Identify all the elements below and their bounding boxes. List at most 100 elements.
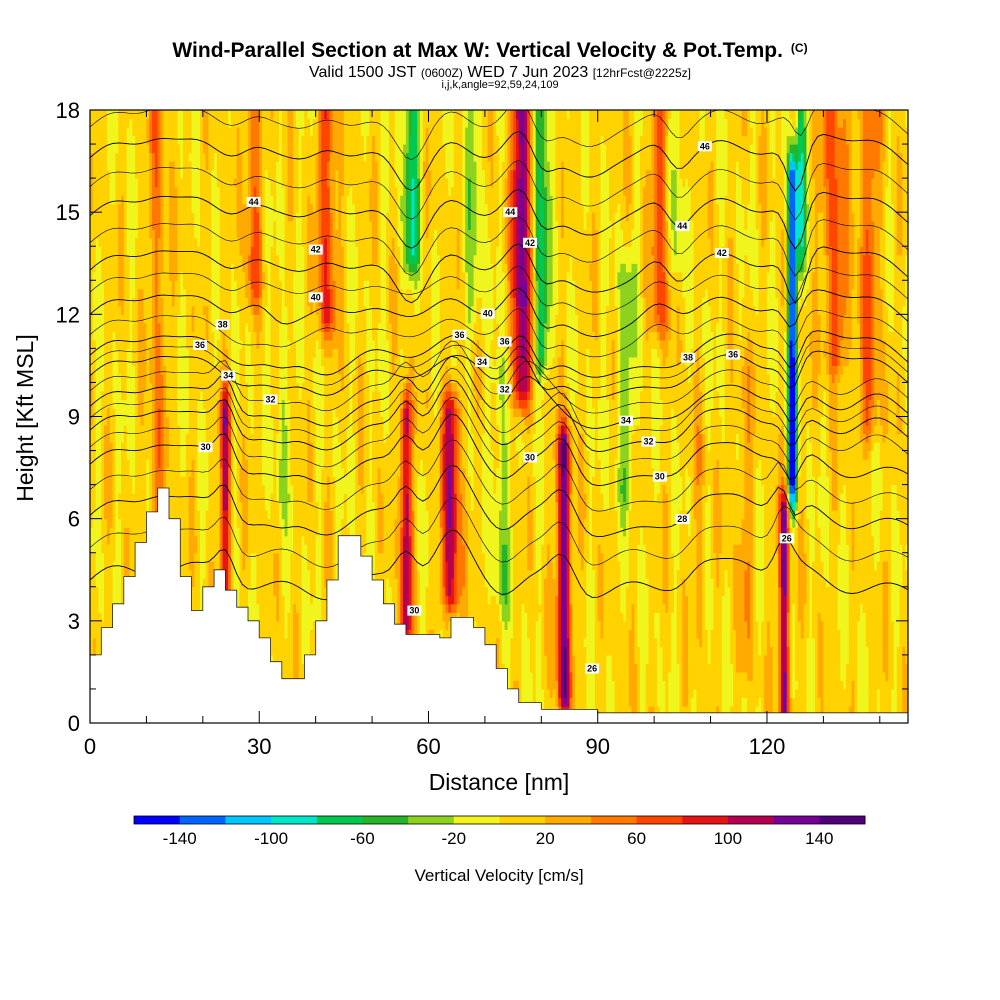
heat-cell — [140, 484, 145, 494]
heat-cell — [135, 356, 139, 367]
heat-cell — [109, 407, 114, 418]
heat-cell — [98, 127, 102, 137]
heat-cell — [118, 450, 122, 460]
heat-cell — [109, 433, 114, 443]
heat-cell — [90, 442, 94, 452]
heat-cell — [157, 195, 162, 205]
heat-cell — [123, 382, 128, 392]
heat-cell — [90, 288, 94, 298]
heat-cell — [171, 348, 176, 358]
heat-cell — [143, 288, 148, 298]
heat-cell — [183, 331, 187, 341]
heat-cell — [101, 612, 105, 622]
heat-cell — [180, 459, 184, 469]
heat-cell — [137, 484, 142, 494]
heat-cell — [129, 322, 133, 332]
heat-cell — [98, 305, 102, 315]
heat-cell — [140, 322, 145, 332]
heat-cell — [126, 459, 131, 469]
heat-cell — [132, 263, 136, 273]
heat-cell — [126, 322, 131, 332]
heat-cell — [101, 365, 105, 375]
heat-cell — [101, 527, 105, 537]
heat-cell — [98, 612, 102, 622]
heat-cell — [118, 229, 122, 239]
heat-cell — [188, 161, 193, 171]
heat-cell — [157, 297, 162, 307]
heat-cell — [95, 433, 100, 443]
heat-cell — [140, 271, 145, 281]
heat-cell — [92, 144, 97, 154]
heat-cell — [177, 407, 181, 418]
heat-cell — [106, 322, 111, 332]
heat-cell — [90, 178, 94, 188]
heat-cell — [180, 416, 184, 426]
heat-cell — [185, 450, 190, 460]
heat-cell — [123, 263, 128, 273]
heat-cell — [132, 501, 136, 511]
heat-cell — [137, 288, 142, 298]
heat-cell — [177, 493, 181, 503]
heat-cell — [191, 220, 195, 230]
heat-cell — [166, 203, 170, 213]
heat-cell — [174, 229, 179, 239]
heat-cell — [168, 144, 173, 154]
heat-cell — [174, 476, 179, 486]
heat-cell — [92, 161, 97, 171]
heat-cell — [109, 484, 114, 494]
heat-cell — [129, 348, 133, 358]
heat-cell — [123, 569, 128, 579]
heat-cell — [174, 254, 179, 264]
heat-cell — [149, 178, 153, 188]
heat-cell — [135, 476, 139, 486]
heat-cell — [191, 382, 195, 392]
heat-cell — [112, 263, 116, 273]
heat-cell — [106, 373, 111, 384]
heat-cell — [152, 476, 156, 486]
heat-cell — [129, 280, 133, 290]
heat-cell — [185, 288, 190, 298]
heat-cell — [112, 450, 116, 460]
heat-cell — [95, 476, 100, 486]
heat-cell — [121, 390, 125, 401]
heat-cell — [123, 110, 128, 120]
heat-cell — [152, 305, 156, 315]
heat-cell — [143, 348, 148, 358]
heat-cell — [115, 305, 119, 315]
heat-cell — [106, 288, 111, 298]
heat-cell — [101, 229, 105, 239]
heat-cell — [168, 271, 173, 281]
heat-cell — [174, 373, 179, 384]
heat-cell — [185, 433, 190, 443]
heat-cell — [115, 535, 119, 545]
heat-cell — [104, 467, 108, 477]
heat-cell — [143, 127, 148, 137]
heat-cell — [140, 399, 145, 409]
heat-cell — [98, 356, 102, 367]
heat-cell — [149, 271, 153, 281]
heat-cell — [121, 135, 125, 145]
heat-cell — [129, 493, 133, 503]
heat-cell — [92, 535, 97, 545]
heat-cell — [121, 118, 125, 128]
heat-cell — [135, 433, 139, 443]
heat-cell — [140, 263, 145, 273]
heat-cell — [121, 339, 125, 349]
heat-cell — [180, 195, 184, 205]
heat-cell — [160, 110, 164, 120]
heat-cell — [154, 416, 159, 426]
heat-cell — [180, 450, 184, 460]
heat-cell — [95, 220, 100, 230]
heat-cell — [146, 339, 150, 349]
heat-cell — [177, 305, 181, 315]
heat-cell — [174, 382, 179, 392]
heat-cell — [115, 110, 119, 120]
heat-cell — [109, 246, 114, 256]
heat-cell — [191, 433, 195, 443]
heat-cell — [163, 237, 167, 247]
heat-cell — [180, 169, 184, 179]
heat-cell — [135, 144, 139, 154]
heat-cell — [160, 135, 164, 145]
heat-cell — [95, 314, 100, 324]
heat-cell — [180, 552, 184, 562]
